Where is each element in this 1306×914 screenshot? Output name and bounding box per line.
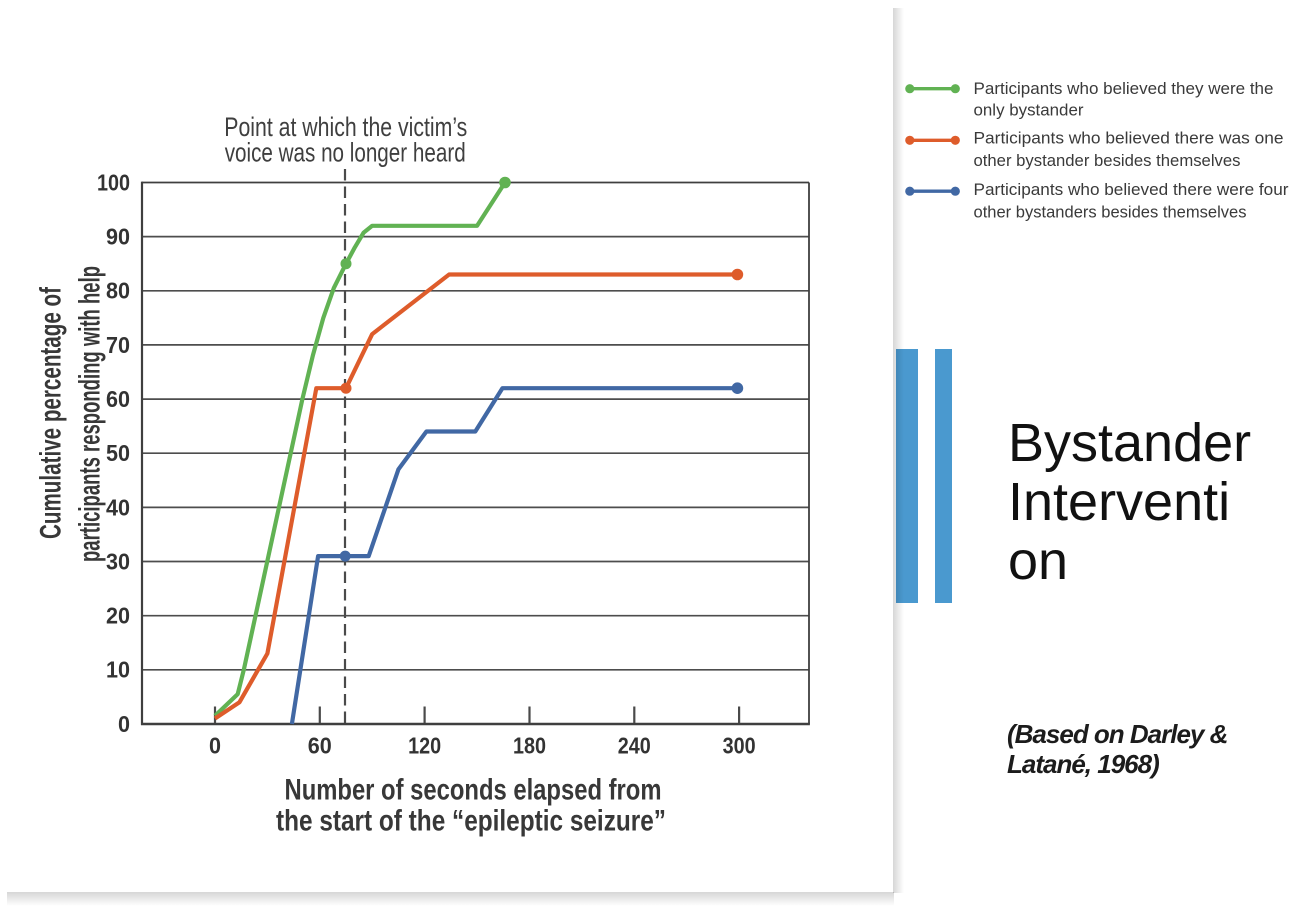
svg-text:120: 120 — [408, 733, 441, 759]
svg-text:voice was no longer heard: voice was no longer heard — [225, 138, 466, 168]
svg-text:Point at which the victim’s: Point at which the victim’s — [224, 112, 467, 142]
svg-text:Participants who believed ther: Participants who believed there was one — [974, 130, 1284, 148]
svg-text:240: 240 — [618, 733, 651, 759]
svg-text:the start of the “epileptic se: the start of the “epileptic seizure” — [276, 805, 666, 838]
svg-text:0: 0 — [118, 711, 130, 737]
svg-text:other bystander besides themse: other bystander besides themselves — [974, 152, 1241, 170]
svg-text:100: 100 — [97, 169, 130, 195]
svg-text:0: 0 — [209, 733, 221, 759]
svg-text:10: 10 — [106, 657, 130, 683]
svg-text:participants responding with h: participants responding with help — [74, 266, 107, 562]
svg-text:90: 90 — [106, 224, 130, 250]
svg-text:180: 180 — [513, 733, 546, 759]
svg-text:other bystanders besides thems: other bystanders besides themselves — [974, 204, 1247, 222]
svg-text:Participants who believed ther: Participants who believed there were fou… — [974, 181, 1290, 199]
svg-text:50: 50 — [106, 440, 130, 466]
svg-text:80: 80 — [106, 278, 130, 304]
svg-text:40: 40 — [106, 494, 130, 520]
svg-text:70: 70 — [106, 332, 130, 358]
svg-text:20: 20 — [106, 603, 130, 629]
svg-text:300: 300 — [723, 733, 756, 759]
svg-text:60: 60 — [106, 386, 130, 412]
svg-text:30: 30 — [106, 548, 130, 574]
svg-text:only bystander: only bystander — [974, 102, 1085, 120]
svg-text:60: 60 — [308, 733, 332, 759]
svg-text:Number of seconds elapsed from: Number of seconds elapsed from — [285, 774, 662, 807]
svg-text:Participants who believed they: Participants who believed they were the — [974, 80, 1274, 98]
svg-text:Cumulative percentage of: Cumulative percentage of — [35, 286, 68, 539]
